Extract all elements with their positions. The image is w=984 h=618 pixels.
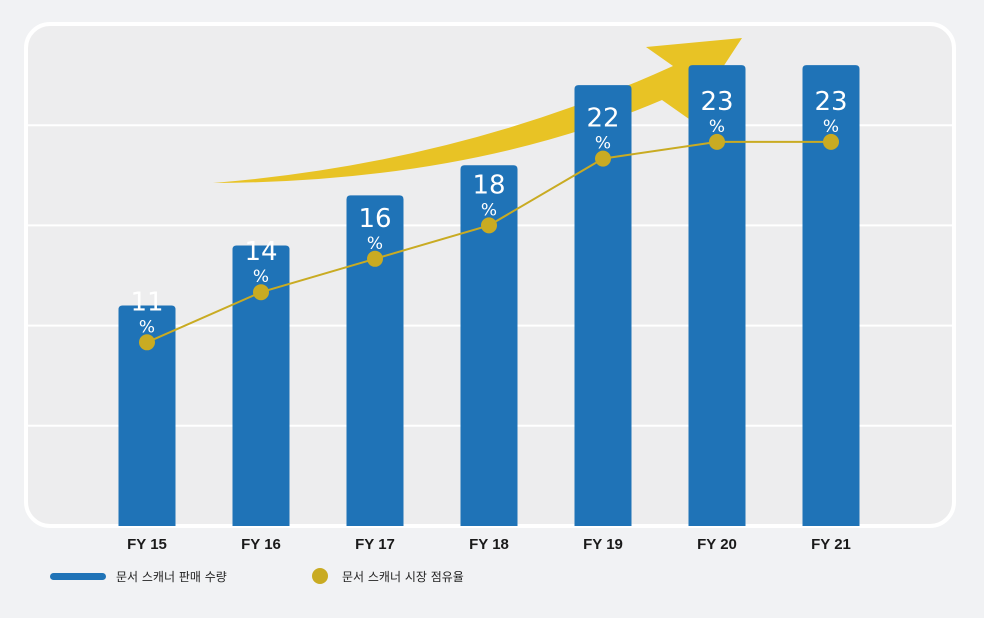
- bar: [802, 65, 860, 526]
- data-label: 22: [586, 104, 619, 134]
- x-tick-label: FY 17: [355, 536, 395, 553]
- legend-bar-swatch: [50, 572, 106, 580]
- line-point: [709, 133, 725, 150]
- legend-bar-label: 문서 스캐너 판매 수량: [116, 569, 227, 584]
- data-label-unit: %: [823, 117, 839, 137]
- data-label-unit: %: [253, 267, 269, 287]
- data-label-unit: %: [139, 317, 155, 337]
- x-tick-label: FY 15: [127, 536, 167, 553]
- line-point: [253, 284, 269, 301]
- legend-line-label: 문서 스캐너 시장 점유율: [342, 569, 464, 584]
- data-label-unit: %: [367, 234, 383, 254]
- data-label: 23: [814, 87, 847, 117]
- bar: [118, 305, 176, 526]
- line-point: [139, 334, 155, 351]
- x-tick-label: FY 20: [697, 536, 737, 553]
- legend-bar-series: 문서 스캐너 판매 수량: [50, 562, 227, 590]
- x-tick-label: FY 18: [469, 536, 509, 553]
- x-tick-label: FY 21: [811, 536, 851, 553]
- bar: [574, 85, 632, 527]
- bar: [232, 245, 290, 526]
- data-label: 18: [472, 170, 505, 200]
- data-label-unit: %: [481, 200, 497, 220]
- bar: [460, 165, 518, 526]
- data-label: 14: [244, 237, 277, 267]
- line-point: [367, 250, 383, 267]
- data-label-unit: %: [709, 117, 725, 137]
- x-tick-label: FY 16: [241, 536, 281, 553]
- data-label-unit: %: [595, 134, 611, 154]
- line-point: [481, 217, 497, 234]
- data-label: 23: [700, 87, 733, 117]
- legend-line-swatch: [312, 568, 328, 584]
- bar: [346, 195, 404, 526]
- data-label: 16: [358, 204, 391, 234]
- line-point: [595, 150, 611, 167]
- line-point: [823, 133, 839, 150]
- bar: [688, 65, 746, 526]
- legend-line-series: 문서 스캐너 시장 점유율: [312, 562, 464, 590]
- trend-arrow: [213, 38, 742, 183]
- data-label: 11: [130, 287, 163, 317]
- x-tick-label: FY 19: [583, 536, 623, 553]
